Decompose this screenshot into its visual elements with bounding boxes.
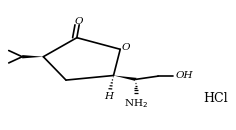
- Polygon shape: [114, 76, 137, 81]
- Text: O: O: [121, 43, 130, 52]
- Polygon shape: [22, 55, 43, 58]
- Text: NH$_2$: NH$_2$: [124, 97, 148, 110]
- Text: H: H: [104, 92, 113, 101]
- Text: HCl: HCl: [203, 92, 228, 105]
- Text: OH: OH: [176, 71, 193, 80]
- Text: O: O: [75, 17, 84, 26]
